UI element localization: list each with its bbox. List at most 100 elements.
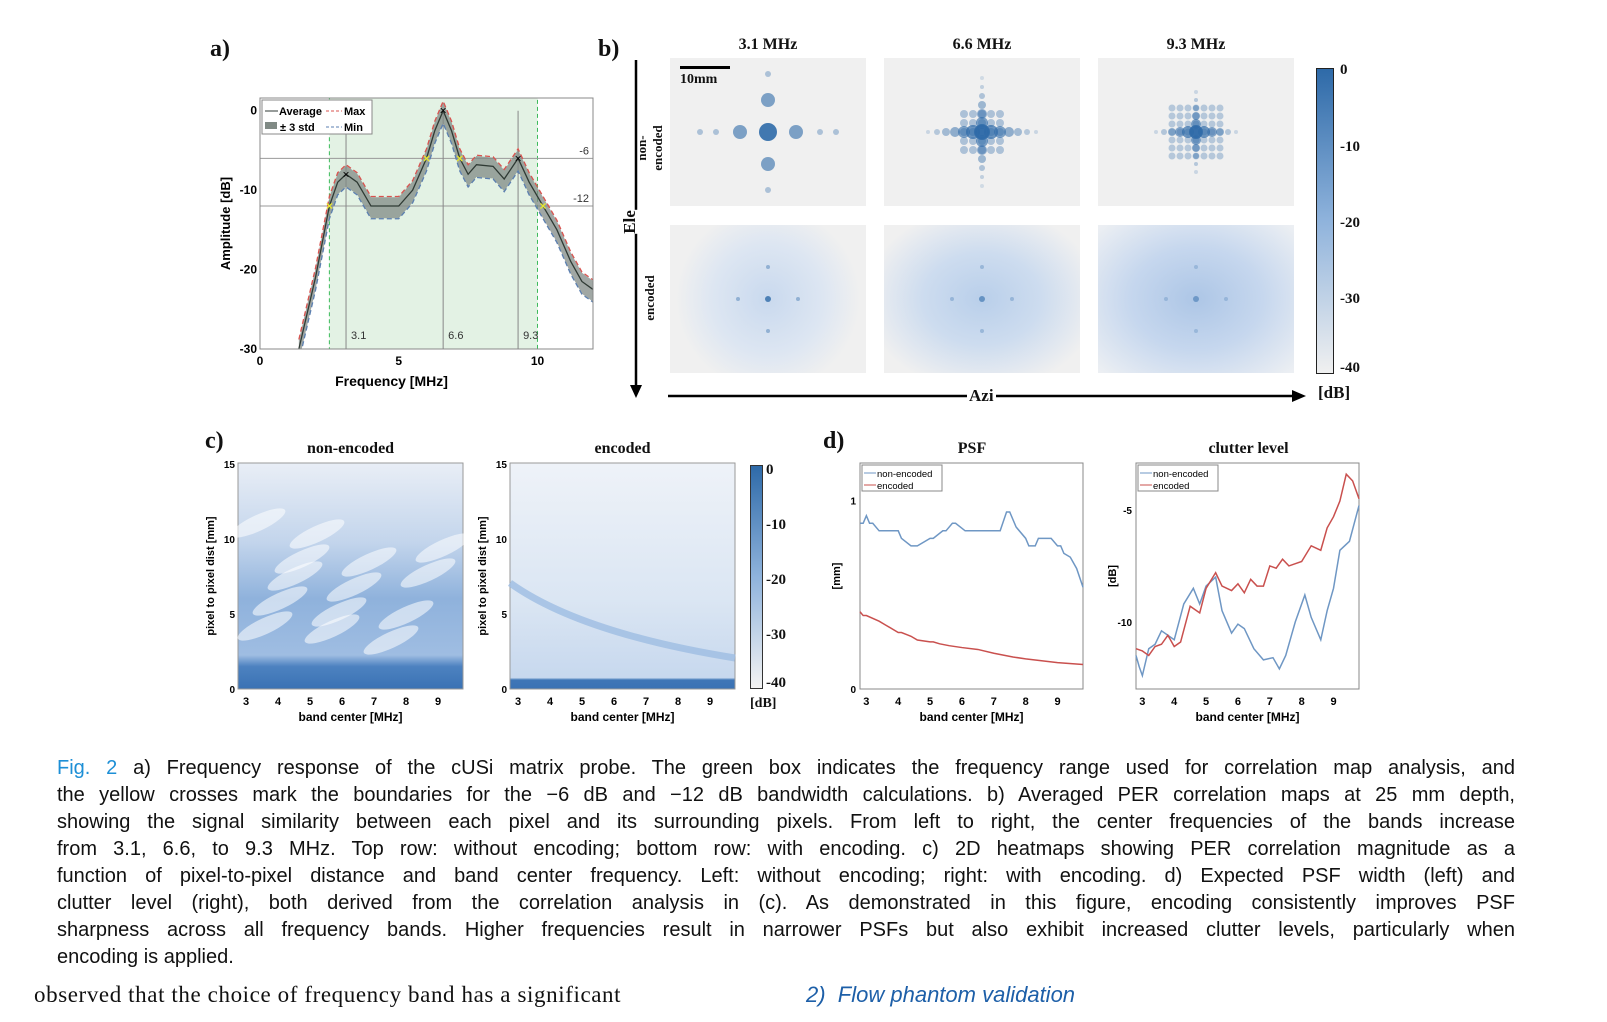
psf-lobe <box>1184 144 1192 152</box>
bandwidth-cross: × <box>423 151 430 165</box>
psf-lobe <box>1216 112 1224 120</box>
psf-lobe <box>1034 130 1038 134</box>
x-tick-label: 7 <box>643 696 649 708</box>
psf-lobe <box>980 329 984 333</box>
psf-lobe <box>978 146 986 154</box>
psf-lobe <box>1216 144 1224 152</box>
psf-lobe <box>976 135 988 147</box>
psf-lobe <box>979 165 985 171</box>
psf-lobe <box>1208 152 1216 160</box>
plot-frame <box>1135 462 1360 690</box>
psf-lobe <box>977 109 987 119</box>
y-tick-label: -10 <box>1118 618 1133 629</box>
psf-lobe <box>1216 152 1224 160</box>
y-tick-label: 10 <box>496 535 508 546</box>
psf-lobe <box>759 123 777 141</box>
x-tick-label: 7 <box>371 696 377 708</box>
psf-lobe <box>1216 136 1224 144</box>
threshold-label: -6 <box>579 145 589 157</box>
x-tick-label: 3 <box>243 696 249 708</box>
psf-lobe <box>1168 128 1176 136</box>
peak-mark: × <box>515 151 522 165</box>
psf-lobe <box>1192 112 1200 120</box>
heatmap-ridge <box>507 580 736 662</box>
x-axis-label: Frequency [MHz] <box>335 373 448 389</box>
psf-lobe <box>1192 128 1200 136</box>
y-tick-label: 10 <box>224 535 236 546</box>
y-tick-label: 0 <box>229 685 235 696</box>
x-tick-label: 6 <box>959 696 965 708</box>
psf-lobe <box>1176 104 1184 112</box>
x-tick-label: 3 <box>515 696 521 708</box>
y-tick-label: 0 <box>250 104 257 118</box>
peak-mark: × <box>343 167 350 181</box>
psf-lobe <box>1194 162 1198 166</box>
psf-lobe <box>1184 128 1192 136</box>
psf-lobe <box>1004 127 1014 137</box>
psf-lobe <box>1208 128 1216 136</box>
map-encoded-6-6 <box>884 225 1080 373</box>
psf-lobe <box>1161 129 1167 135</box>
psf-lobe <box>733 125 747 139</box>
clutter-title: clutter level <box>1208 440 1289 457</box>
psf-lobe <box>1154 130 1158 134</box>
legend-box <box>861 464 943 492</box>
caption-line: from 3.1, 6.6, to 9.3 MHz. Top row: with… <box>57 838 1515 860</box>
psf-lobe <box>1192 144 1200 152</box>
psf-lobe <box>1176 152 1184 160</box>
psf-lobe <box>766 329 770 333</box>
x-tick-label: 5 <box>1203 696 1209 708</box>
psf-lobe <box>1192 136 1200 144</box>
x-tick-label: 5 <box>307 696 313 708</box>
psf-lobe <box>1208 112 1216 120</box>
psf-lobe <box>994 126 1006 138</box>
x-tick-label: 9 <box>1330 696 1336 708</box>
azimuth-axis-label: Azi <box>967 386 996 406</box>
heatmap-texture <box>274 544 330 574</box>
x-tick-label: 4 <box>895 696 902 708</box>
psf-lobe <box>1176 120 1184 128</box>
colorbar-unit: [dB] <box>1318 383 1351 402</box>
psf-lobe <box>978 101 986 109</box>
psf-lobe <box>1168 128 1176 136</box>
psf-lobe <box>1184 136 1192 144</box>
x-tick-label: 0 <box>257 354 264 368</box>
psf-lobe <box>1176 128 1184 136</box>
frequency-response-chart: -6 -12 3.1 6.6 9.3 × × × × × × × 0 5 10 0 -10 -20 -30 Frequ… <box>218 97 594 389</box>
heatmap-texture <box>304 614 360 644</box>
min-line <box>301 121 593 349</box>
elevation-axis-label: Ele <box>619 210 640 234</box>
heatmap-title-non-encoded: non-encoded <box>306 440 395 457</box>
psf-lobe <box>969 137 977 145</box>
psf-lobe <box>817 129 823 135</box>
colorbar-tick: -20 <box>1340 215 1360 231</box>
legend-swatch-std <box>265 122 277 129</box>
band-label: 6.6 <box>448 330 463 342</box>
x-tick-label: 8 <box>1299 696 1305 708</box>
x-axis-label: band center [MHz] <box>298 710 402 724</box>
colorbar-tick: -40 <box>1340 360 1360 376</box>
psf-lobe <box>1208 104 1216 112</box>
legend-label: ± 3 std <box>280 122 315 134</box>
colorbar-tick: -40 <box>766 675 786 691</box>
psf-lobe <box>1194 265 1198 269</box>
map-encoded-9-3 <box>1098 225 1294 373</box>
psf-lobe <box>1200 128 1208 136</box>
y-tick-label: -5 <box>1123 506 1132 517</box>
psf-lobe <box>978 119 986 127</box>
figure-reference[interactable]: Fig. 2 <box>57 757 118 779</box>
psf-lobe <box>736 297 740 301</box>
psf-lobe <box>1193 105 1199 111</box>
psf-lobe <box>987 119 995 127</box>
caption-line: the yellow crosses mark the boundaries f… <box>57 784 1515 806</box>
psf-lobe <box>978 137 986 145</box>
psf-lobe <box>1192 104 1200 112</box>
x-tick-label: 4 <box>275 696 282 708</box>
psf-lobe <box>969 119 977 127</box>
x-tick-label: 7 <box>991 696 997 708</box>
psf-lobe <box>789 125 803 139</box>
psf-lobe <box>979 93 985 99</box>
psf-lobe <box>984 125 998 139</box>
psf-lobe <box>978 155 986 163</box>
psf-lobe <box>1192 144 1200 152</box>
